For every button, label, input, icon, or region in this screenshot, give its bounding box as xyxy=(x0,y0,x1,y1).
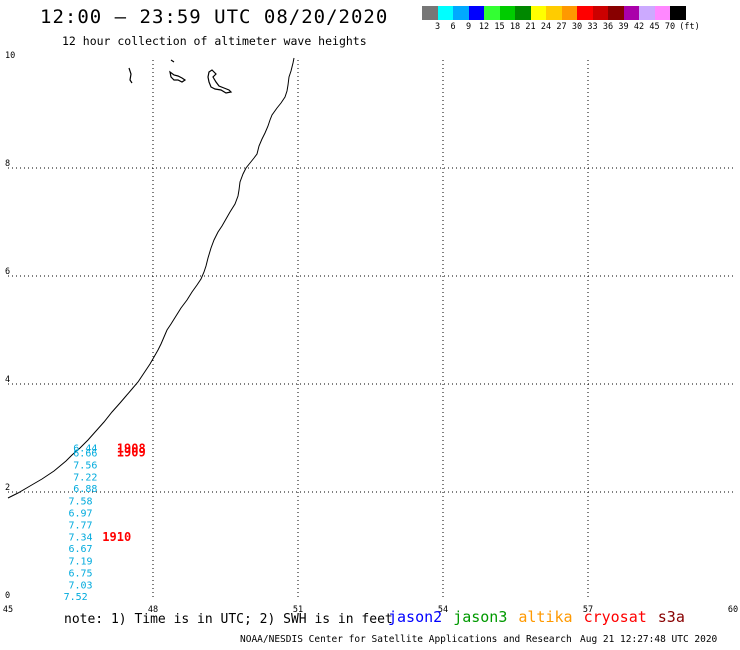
legend-swatch xyxy=(654,6,670,20)
swh-reading: 6.66 xyxy=(73,449,97,460)
legend-label: 30 xyxy=(571,22,583,32)
x-tick-label: 57 xyxy=(583,605,593,615)
satellite-jason3: jason3 xyxy=(453,608,508,626)
swh-reading: 6.67 xyxy=(68,544,92,555)
y-tick-label: 8 xyxy=(5,159,10,169)
legend-label: 33 xyxy=(587,22,598,32)
swh-reading: 6.88 xyxy=(73,484,97,495)
swh-readings: 6.446.667.567.226.88 7.586.977.777.346.67… xyxy=(64,444,98,603)
legend-label: 24 xyxy=(540,22,552,32)
legend-swatch xyxy=(670,6,686,20)
satellite-cryosat: cryosat xyxy=(583,608,647,626)
time-label: 1908 xyxy=(117,441,146,455)
legend-label: 70 xyxy=(664,22,676,32)
legend-swatch xyxy=(577,6,593,20)
time-label: 1910 xyxy=(102,530,131,544)
y-tick-label: 10 xyxy=(5,51,15,61)
legend-label: 6 xyxy=(450,22,456,32)
coastline-somalia xyxy=(7,57,295,499)
y-tick-label: 4 xyxy=(5,375,10,385)
legend-label: 9 xyxy=(465,22,472,32)
satellite-altika: altika xyxy=(518,608,573,626)
x-tick-label: 51 xyxy=(293,605,303,615)
satellite-s3a: s3a xyxy=(657,608,685,626)
legend-unit: (ft) xyxy=(679,22,700,32)
swh-reading: 7.03 xyxy=(68,580,92,591)
map-title: 12:00 – 23:59 UTC 08/20/2020 xyxy=(40,6,389,28)
swh-reading: 7.52 xyxy=(64,592,88,603)
swh-reading: 7.19 xyxy=(68,557,92,568)
y-tick-label: 0 xyxy=(5,591,10,601)
island-2 xyxy=(169,59,187,83)
swh-reading: 6.75 xyxy=(68,568,92,579)
satellite-legend: jason2 jason3 altika cryosat s3a xyxy=(388,608,685,626)
legend-labels: 3 6 9 12 15 18 21 24 27 30 33 36 39 42 45 70 (ft) xyxy=(422,20,700,32)
time-label: 1909 xyxy=(117,446,146,460)
legend-swatch xyxy=(623,6,639,20)
wave-height-legend: 3 6 9 12 15 18 21 24 27 30 33 36 39 42 45 70 (ft) xyxy=(422,6,700,32)
legend-label: 21 xyxy=(525,22,536,32)
footer-credit: NOAA/NESDIS Center for Satellite Applica… xyxy=(240,634,572,645)
axis-ticks: 45 48 51 54 57 60 0 2 4 6 8 10 xyxy=(3,51,738,615)
swh-reading: 7.58 xyxy=(68,497,92,508)
legend-swatch xyxy=(437,6,453,20)
legend-label: 39 xyxy=(618,22,629,32)
legend-swatch xyxy=(608,6,624,20)
x-tick-label: 48 xyxy=(148,605,158,615)
satellite-jason2: jason2 xyxy=(388,608,443,626)
map-subtitle: 12 hour collection of altimeter wave hei… xyxy=(62,34,367,48)
legend-label: 27 xyxy=(556,22,567,32)
swh-reading: 7.56 xyxy=(73,460,97,471)
legend-label: 18 xyxy=(509,22,521,32)
legend-label: 45 xyxy=(649,22,660,32)
y-tick-label: 2 xyxy=(5,483,10,493)
map-grid xyxy=(8,60,733,600)
legend-swatch xyxy=(422,6,438,20)
legend-swatch xyxy=(546,6,562,20)
footer-timestamp: Aug 21 12:27:48 UTC 2020 xyxy=(580,634,718,645)
legend-swatch xyxy=(499,6,515,20)
x-tick-label: 54 xyxy=(438,605,448,615)
swh-reading: 7.77 xyxy=(68,520,92,531)
coastline xyxy=(7,57,295,499)
legend-swatch xyxy=(639,6,655,20)
swh-reading: 7.22 xyxy=(73,472,97,483)
legend-swatches xyxy=(422,6,686,20)
island-1 xyxy=(128,67,133,84)
swh-reading: 6.97 xyxy=(68,509,92,520)
y-tick-label: 6 xyxy=(5,267,10,277)
legend-label: 3 xyxy=(434,22,441,32)
legend-swatch xyxy=(515,6,531,20)
x-tick-label: 45 xyxy=(3,605,13,615)
legend-label: 36 xyxy=(602,22,614,32)
legend-swatch xyxy=(530,6,546,20)
swh-reading: 6.44 xyxy=(73,444,97,455)
legend-swatch xyxy=(468,6,484,20)
legend-swatch xyxy=(592,6,608,20)
legend-swatch xyxy=(453,6,469,20)
footer-note: note: 1) Time is in UTC; 2) SWH is in fe… xyxy=(64,612,393,627)
legend-label: 42 xyxy=(633,22,645,32)
legend-swatch xyxy=(561,6,577,20)
legend-label: 15 xyxy=(494,22,505,32)
x-tick-label: 60 xyxy=(728,605,738,615)
legend-label: 12 xyxy=(478,22,490,32)
legend-swatch xyxy=(484,6,500,20)
island-3 xyxy=(207,69,233,94)
swh-reading: 7.34 xyxy=(68,532,92,543)
